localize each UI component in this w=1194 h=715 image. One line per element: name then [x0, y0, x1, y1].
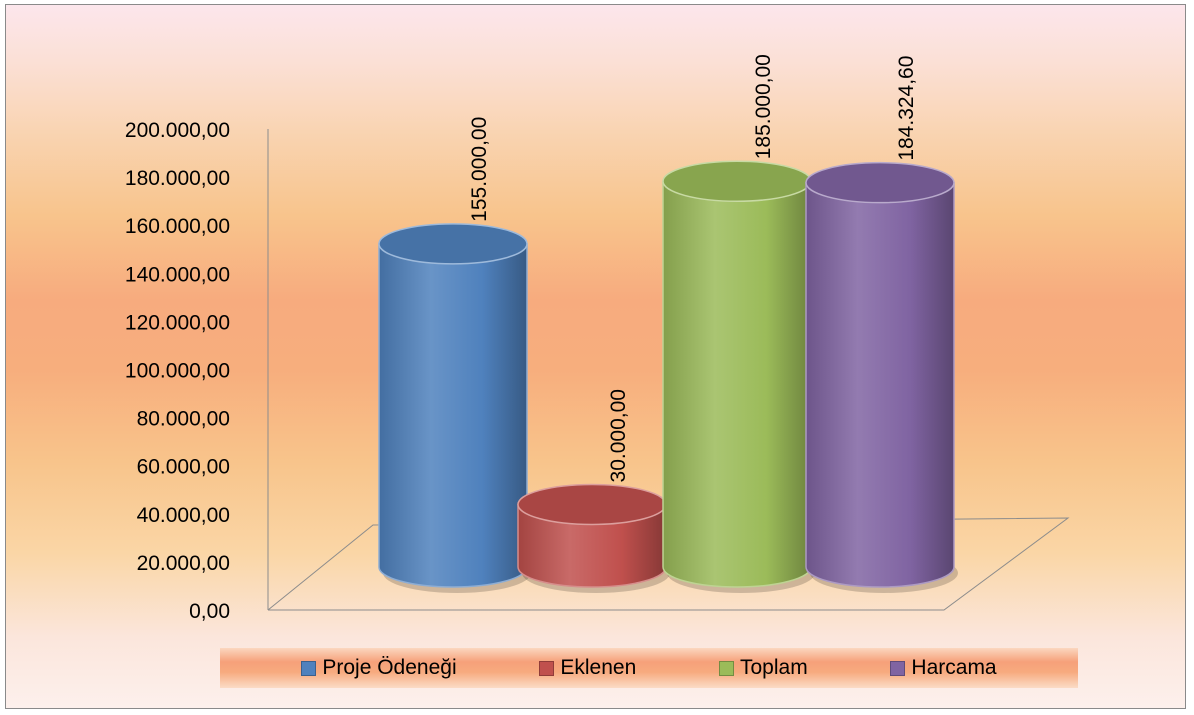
legend-item-harcama: Harcama	[890, 656, 997, 680]
y-tick-label: 180.000,00	[125, 167, 230, 190]
y-tick-label: 60.000,00	[137, 456, 230, 479]
y-tick-label: 0,00	[189, 600, 230, 623]
legend-item-toplam: Toplam	[718, 656, 808, 680]
y-tick-label: 20.000,00	[137, 552, 230, 575]
bar-top	[662, 160, 812, 203]
legend-label: Proje Ödeneği	[322, 656, 457, 679]
legend-item-proje-odenegi: Proje Ödeneği	[301, 656, 457, 680]
bar-top	[517, 483, 667, 526]
y-tick-label: 140.000,00	[125, 263, 230, 286]
chart-legend: Proje Ödeneği Eklenen Toplam Harcama	[220, 648, 1078, 688]
bars: 155.000,00 30.000,00 185.000,00 184.324,60	[378, 54, 958, 593]
data-label: 155.000,00	[468, 117, 491, 222]
y-axis-ticks: 0,00 20.000,00 40.000,00 60.000,00 80.000,00…	[125, 119, 230, 623]
legend-label: Toplam	[739, 656, 808, 679]
bar-toplam	[662, 160, 815, 593]
data-label: 184.324,60	[895, 56, 918, 161]
y-tick-label: 80.000,00	[137, 408, 230, 431]
bar-top	[805, 161, 955, 204]
legend-item-eklenen: Eklenen	[539, 656, 636, 680]
data-label: 30.000,00	[607, 389, 630, 482]
y-tick-label: 160.000,00	[125, 215, 230, 238]
legend-label: Eklenen	[560, 656, 637, 679]
data-label: 185.000,00	[752, 54, 775, 159]
bar-body	[805, 181, 955, 588]
bar-top	[378, 223, 528, 265]
floor-outline	[267, 517, 1070, 611]
chart-area	[5, 4, 1186, 709]
legend-swatch	[539, 660, 555, 676]
legend-label: Harcama	[911, 656, 997, 679]
y-tick-label: 100.000,00	[125, 360, 230, 383]
legend-swatch	[718, 660, 734, 676]
legend-swatch	[890, 660, 906, 676]
axis-walls	[267, 129, 1070, 611]
bar-body	[378, 243, 528, 588]
bar-body	[662, 180, 812, 588]
bar-body	[517, 503, 667, 588]
bar-harcama	[805, 161, 958, 593]
y-tick-label: 120.000,00	[125, 311, 230, 334]
bar-proje-dene-i	[378, 223, 531, 593]
y-tick-label: 200.000,00	[125, 119, 230, 142]
bar-eklenen	[517, 483, 670, 593]
y-tick-label: 40.000,00	[137, 504, 230, 527]
legend-swatch	[301, 660, 317, 676]
